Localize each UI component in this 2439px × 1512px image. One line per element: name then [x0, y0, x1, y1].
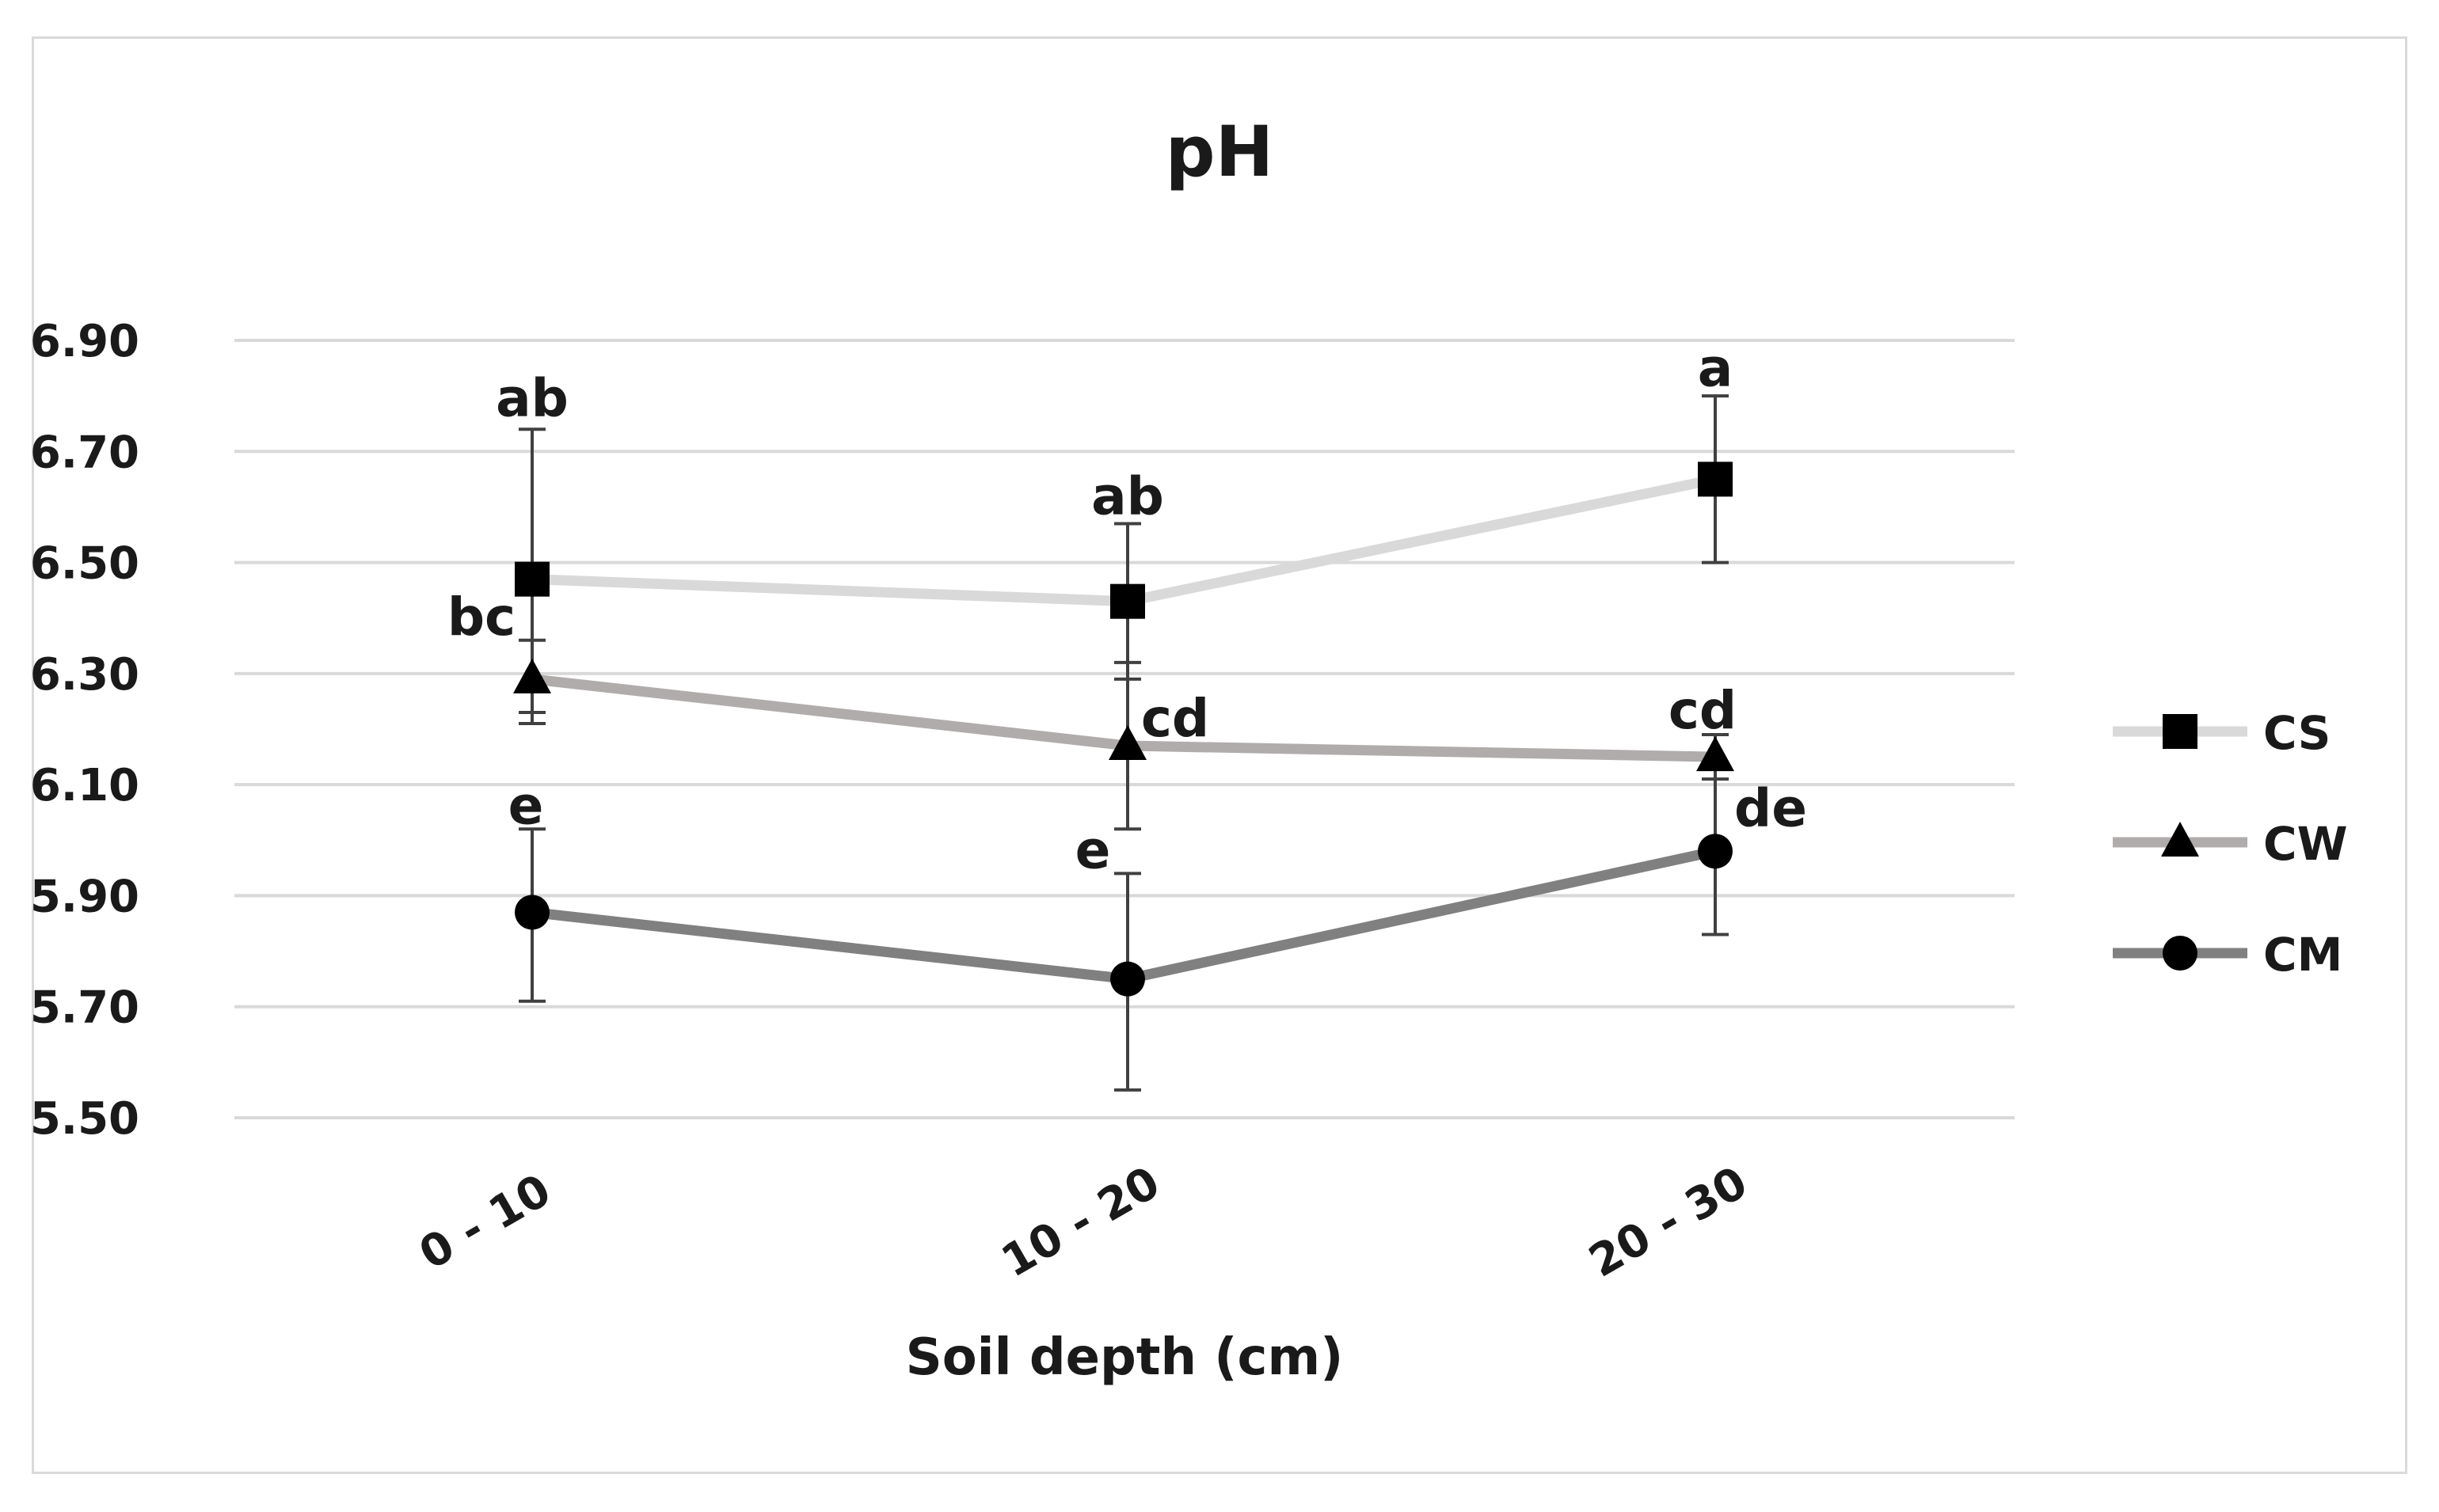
- square-marker: [1698, 462, 1733, 497]
- chart-frame: [32, 36, 2407, 1474]
- x-tick-label: 0 - 10: [411, 1164, 560, 1280]
- circle-marker: [1698, 834, 1733, 869]
- cw-significance-letter: cd: [1141, 688, 1209, 749]
- cs-significance-letter: ab: [496, 368, 569, 429]
- triangle-marker: [1696, 736, 1734, 772]
- x-tick-label: 20 - 30: [1581, 1157, 1756, 1287]
- chart-title: pH: [1166, 111, 1274, 192]
- legend-cm-label: CM: [2263, 928, 2342, 982]
- y-tick-label: 6.50: [30, 538, 139, 590]
- y-tick-label: 6.90: [30, 316, 139, 367]
- x-tick-label: 10 - 20: [993, 1157, 1168, 1287]
- square-marker: [515, 561, 550, 597]
- y-tick-label: 5.90: [30, 871, 139, 922]
- cm-significance-letter: e: [1075, 820, 1111, 881]
- cs-significance-letter: ab: [1091, 466, 1164, 527]
- y-tick-label: 5.50: [30, 1093, 139, 1145]
- cm-series-line: [531, 845, 1717, 985]
- y-tick-label: 5.70: [30, 982, 139, 1034]
- cw-significance-letter: cd: [1668, 680, 1737, 741]
- triangle-marker: [513, 658, 551, 693]
- y-tick-label: 6.10: [30, 760, 139, 811]
- x-axis-label: Soil depth (cm): [906, 1328, 1344, 1387]
- square-marker: [1110, 583, 1145, 619]
- y-tick-label: 6.70: [30, 427, 139, 478]
- cm-significance-letter: e: [508, 775, 544, 836]
- y-tick-label: 6.30: [30, 649, 139, 701]
- legend-cw-label: CW: [2263, 817, 2348, 871]
- circle-marker: [2163, 936, 2197, 971]
- cm-significance-letter: de: [1734, 777, 1807, 838]
- triangle-marker: [1109, 725, 1147, 761]
- triangle-marker: [2161, 822, 2199, 857]
- cs-significance-letter: a: [1698, 337, 1733, 398]
- cw-significance-letter: bc: [447, 587, 516, 648]
- square-marker: [2163, 714, 2197, 749]
- legend-cs-label: CS: [2263, 706, 2331, 760]
- circle-marker: [515, 895, 550, 930]
- circle-marker: [1110, 961, 1145, 997]
